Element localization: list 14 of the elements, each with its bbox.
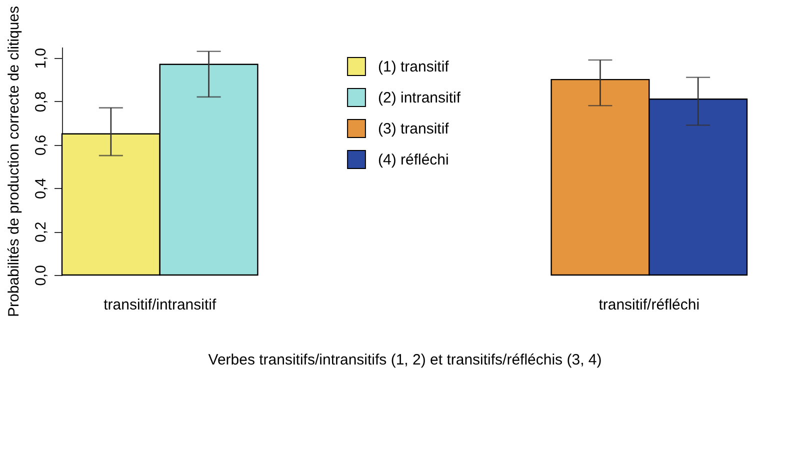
y-tick-label: 0,4 <box>32 178 50 200</box>
y-tick-label: 0,0 <box>32 265 50 286</box>
y-tick-label: 1,0 <box>32 48 50 69</box>
legend-label: (1) transitif <box>378 58 450 76</box>
x-axis-title: Verbes transitifs/intransitifs (1, 2) et transitifs/réfléchis (3, 4) <box>208 352 602 368</box>
y-tick-label: 0,8 <box>32 91 50 112</box>
x-tick-label: transitif/intransitif <box>104 296 217 314</box>
legend-label: (3) transitif <box>378 120 450 138</box>
y-tick-label: 0,6 <box>32 134 50 156</box>
y-axis-title: Probabilités de production correcte de clitiques <box>6 6 22 318</box>
legend-label: (2) intransitif <box>378 90 462 106</box>
y-tick-label: 0,2 <box>32 222 50 242</box>
x-tick-label: transitif/réfléchi <box>598 296 700 314</box>
legend-label: (4) réfléchi <box>378 152 449 168</box>
